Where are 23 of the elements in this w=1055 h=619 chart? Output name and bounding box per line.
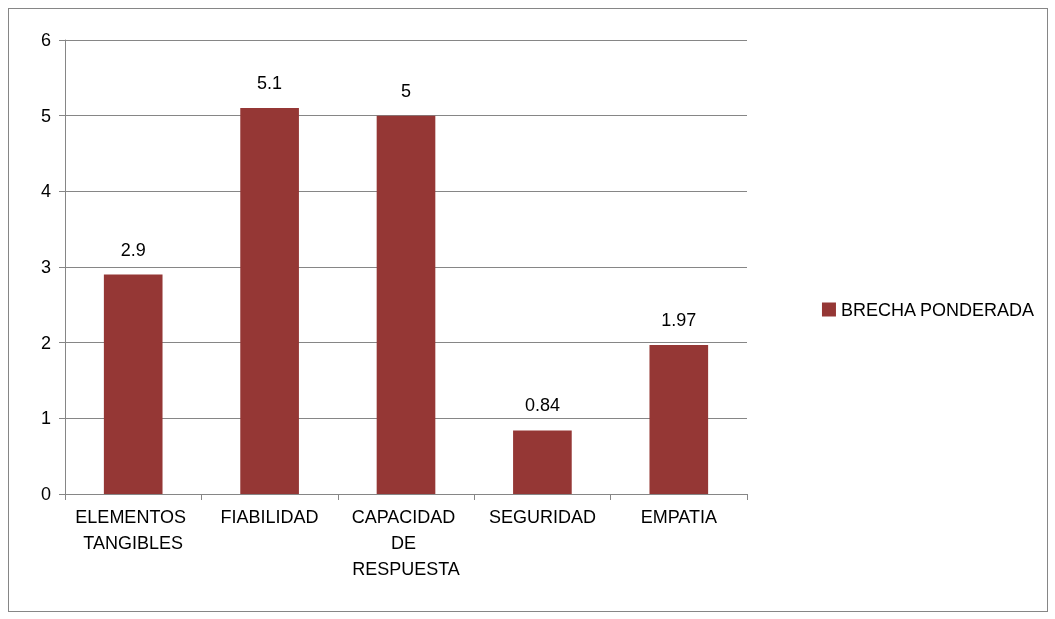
data-label: 1.97	[661, 309, 697, 330]
y-tick-label: 6	[40, 30, 51, 50]
y-tick-label: 5	[40, 105, 51, 126]
y-tick-label: 3	[40, 257, 51, 277]
data-label: 5	[400, 80, 412, 101]
legend-label: BRECHA PONDERADA	[840, 299, 1035, 320]
x-tick-label: ELEMENTOS TANGIBLES	[75, 507, 192, 553]
y-tick-label: 2	[40, 332, 51, 353]
bar	[513, 430, 572, 494]
x-tick-label: SEGURIDAD	[488, 507, 596, 527]
bar	[649, 344, 709, 494]
x-tick-label: FIABILIDAD	[220, 507, 319, 527]
bar	[240, 108, 299, 494]
bar	[376, 115, 436, 494]
x-tick-label: CAPACIDAD DE RESPUESTA	[351, 507, 461, 579]
data-label: 2.9	[120, 239, 146, 260]
y-tick-label: 1	[40, 408, 51, 429]
data-label: 5.1	[257, 73, 283, 94]
data-label: 0.84	[524, 395, 560, 416]
y-tick-label: 4	[40, 181, 51, 202]
x-tick-label: EMPATIA	[640, 507, 717, 527]
y-tick-label: 0	[40, 484, 51, 504]
bar	[103, 274, 163, 494]
